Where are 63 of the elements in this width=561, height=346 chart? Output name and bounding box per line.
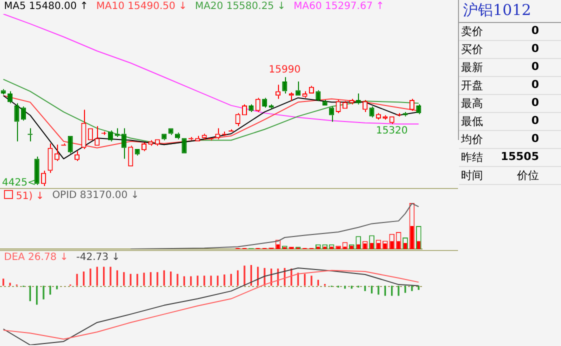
candlestick bbox=[41, 170, 46, 186]
bar bbox=[410, 226, 414, 249]
legend-label: 51) ↓ bbox=[15, 190, 44, 202]
bar bbox=[404, 243, 407, 249]
candlestick bbox=[282, 76, 288, 94]
bar bbox=[416, 241, 420, 249]
candlestick bbox=[162, 134, 167, 141]
candlestick bbox=[154, 139, 160, 146]
annotation: 4425<- bbox=[2, 178, 40, 189]
category-label: 最低 bbox=[461, 114, 483, 129]
bar bbox=[396, 241, 400, 249]
candlestick bbox=[8, 90, 13, 104]
bar bbox=[370, 243, 374, 249]
candlestick bbox=[215, 128, 220, 140]
candlestick bbox=[182, 138, 187, 154]
data-label: 0 bbox=[531, 24, 539, 39]
candlestick bbox=[114, 128, 120, 138]
candlestick bbox=[362, 100, 368, 112]
data-label: 0 bbox=[531, 96, 539, 111]
bar bbox=[356, 244, 360, 249]
text: -42.73 ↓ bbox=[76, 252, 120, 263]
text: MA10 15490.50 ↓ bbox=[96, 1, 187, 12]
category-label: 最高 bbox=[461, 96, 483, 111]
annotation: 15990 bbox=[268, 64, 301, 76]
candlestick bbox=[329, 106, 334, 122]
category-label: 昨结 bbox=[461, 150, 483, 165]
text: 沪铝1012 bbox=[459, 0, 561, 23]
text: MA5 15480.00 ↑ bbox=[4, 1, 88, 12]
candlestick bbox=[68, 136, 73, 154]
bar bbox=[390, 241, 394, 249]
data-label: 0 bbox=[531, 78, 539, 93]
data-label: 15505 bbox=[500, 150, 539, 165]
data-label: 0 bbox=[531, 114, 539, 129]
candlestick bbox=[242, 104, 248, 116]
candlestick bbox=[81, 109, 86, 150]
text: MA20 15580.25 ↓ bbox=[194, 1, 286, 12]
text: MA60 15297.67 ↑ bbox=[294, 1, 384, 12]
candlestick bbox=[48, 143, 53, 174]
category-label: 开盘 bbox=[461, 78, 483, 93]
candlestick bbox=[316, 90, 321, 102]
bar bbox=[376, 243, 380, 249]
category-label: 买价 bbox=[461, 42, 483, 57]
candlestick bbox=[296, 80, 301, 96]
candlestick bbox=[134, 148, 140, 156]
candlestick bbox=[14, 102, 20, 142]
data-label: 0 bbox=[531, 42, 539, 57]
data-label: 0 bbox=[531, 60, 539, 75]
text: DEA 26.78 ↓ bbox=[4, 252, 68, 263]
candlestick bbox=[128, 145, 134, 166]
candlestick bbox=[322, 100, 328, 106]
candlestick bbox=[356, 92, 361, 105]
candlestick bbox=[94, 126, 100, 146]
candlestick bbox=[235, 112, 240, 127]
text: 时间 bbox=[461, 168, 483, 183]
category-label: 均价 bbox=[461, 132, 483, 147]
data-label: 0 bbox=[531, 132, 539, 147]
candlestick bbox=[88, 128, 93, 140]
text: OPID 83170.00 ↓ bbox=[52, 190, 140, 202]
text: 价位 bbox=[517, 168, 539, 183]
category-label: 卖价 bbox=[461, 24, 483, 39]
candlestick bbox=[121, 128, 126, 160]
category-label: 最新 bbox=[461, 60, 483, 75]
annotation: 15320 bbox=[376, 126, 408, 137]
